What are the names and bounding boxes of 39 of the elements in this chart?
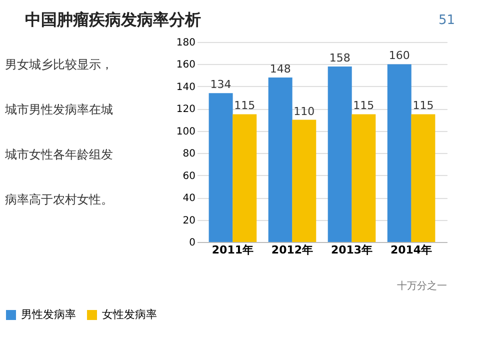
bar xyxy=(352,114,376,242)
text: 51 xyxy=(438,13,455,28)
data-label: 158 xyxy=(329,51,350,64)
x-tick-label: 2012年 xyxy=(271,244,314,256)
text: 男女城乡比较显示， xyxy=(5,58,113,72)
y-tick-label: 120 xyxy=(176,104,196,116)
bar xyxy=(292,120,316,242)
y-tick-label: 60 xyxy=(182,170,196,182)
data-label: 115 xyxy=(234,99,256,112)
chart-title: 中国肿瘤疾病发病率分析 xyxy=(25,10,201,29)
legend-label: 女性发病率 xyxy=(102,308,157,321)
y-tick-label: 140 xyxy=(176,82,196,93)
bar xyxy=(387,64,412,242)
bar xyxy=(328,66,352,242)
data-label: 160 xyxy=(388,49,410,62)
text: 十万分之一 xyxy=(397,280,447,292)
y-tick-label: 20 xyxy=(182,215,196,226)
bar xyxy=(411,114,436,242)
data-label: 115 xyxy=(412,99,434,112)
y-tick-label: 80 xyxy=(182,148,196,160)
x-tick-label: 2013年 xyxy=(330,244,373,256)
y-tick-label: 0 xyxy=(189,238,196,248)
y-tick-label: 40 xyxy=(182,193,196,204)
y-tick-label: 160 xyxy=(176,60,196,71)
bar xyxy=(208,93,233,242)
text: 病率高于农村女性。 xyxy=(5,192,113,206)
data-label: 110 xyxy=(294,104,315,118)
data-label: 134 xyxy=(210,78,232,92)
x-tick-label: 2014年 xyxy=(390,244,432,256)
bar xyxy=(232,114,257,242)
text: 城市女性各年龄组发 xyxy=(4,148,113,162)
bar xyxy=(268,78,292,242)
y-tick-label: 100 xyxy=(176,126,196,138)
x-tick-label: 2011年 xyxy=(212,244,254,256)
legend-label: 男性发病率 xyxy=(21,308,76,321)
data-label: 148 xyxy=(270,62,291,76)
data-label: 115 xyxy=(353,99,374,112)
y-tick-label: 180 xyxy=(176,38,196,48)
text: 城市男性发病率在城 xyxy=(4,102,113,116)
